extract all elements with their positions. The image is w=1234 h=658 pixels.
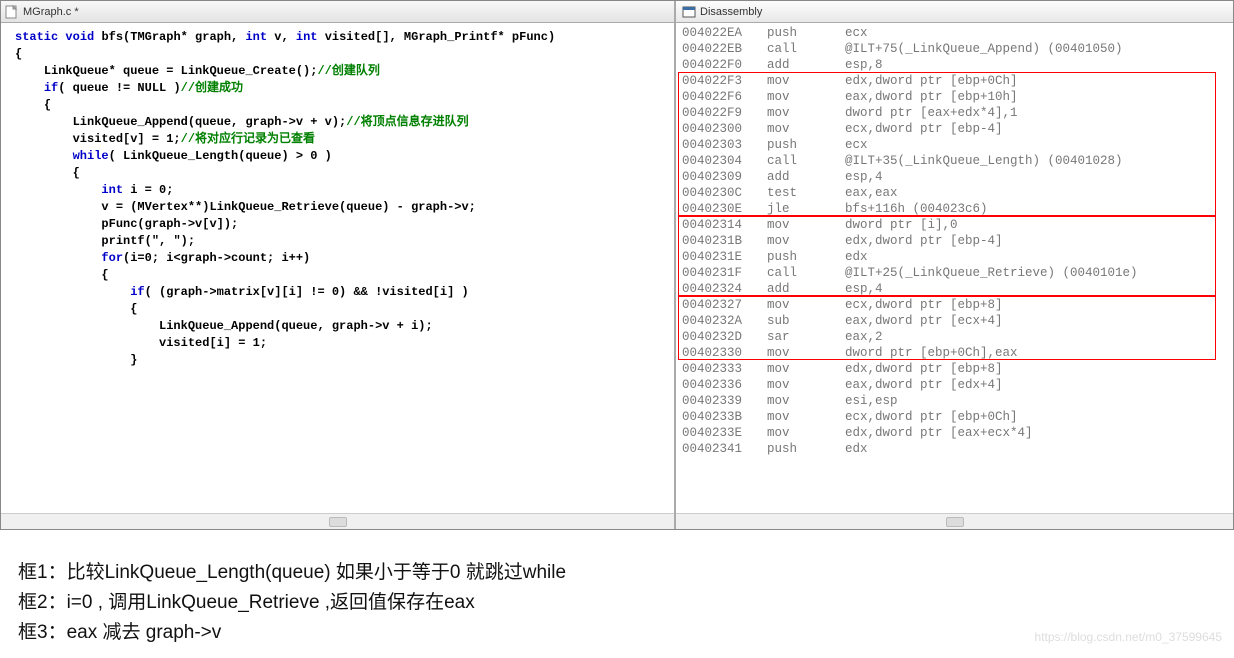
asm-row: 0040233Bmovecx,dword ptr [ebp+0Ch]	[682, 409, 1233, 425]
asm-row: 0040230Ctesteax,eax	[682, 185, 1233, 201]
asm-row: 00402341pushedx	[682, 441, 1233, 457]
ide-container: MGraph.c * static void bfs(TMGraph* grap…	[0, 0, 1234, 530]
disassembly-header[interactable]: Disassembly	[676, 1, 1233, 23]
code-line: if( queue != NULL )//创建成功	[15, 80, 674, 97]
asm-row: 0040232Asubeax,dword ptr [ecx+4]	[682, 313, 1233, 329]
asm-row: 004022EApushecx	[682, 25, 1233, 41]
code-line: {	[15, 267, 674, 284]
code-line: {	[15, 301, 674, 318]
code-line: {	[15, 165, 674, 182]
asm-row: 004022F6moveax,dword ptr [ebp+10h]	[682, 89, 1233, 105]
code-line: pFunc(graph->v[v]);	[15, 216, 674, 233]
disassembly-listing[interactable]: 004022EApushecx004022EBcall@ILT+75(_Link…	[676, 23, 1233, 513]
code-editor[interactable]: static void bfs(TMGraph* graph, int v, i…	[1, 23, 674, 513]
asm-row: 0040231Fcall@ILT+25(_LinkQueue_Retrieve)…	[682, 265, 1233, 281]
c-file-icon	[5, 5, 19, 19]
asm-row: 0040231Bmovedx,dword ptr [ebp-4]	[682, 233, 1233, 249]
asm-row: 0040233Emovedx,dword ptr [eax+ecx*4]	[682, 425, 1233, 441]
disassembly-pane: Disassembly 004022EApushecx004022EBcall@…	[676, 1, 1233, 529]
asm-row: 00402333movedx,dword ptr [ebp+8]	[682, 361, 1233, 377]
asm-row: 0040232Dsareax,2	[682, 329, 1233, 345]
disassembly-title: Disassembly	[700, 6, 762, 18]
asm-row: 00402300movecx,dword ptr [ebp-4]	[682, 121, 1233, 137]
disassembly-icon	[682, 5, 696, 19]
asm-row: 004022EBcall@ILT+75(_LinkQueue_Append) (…	[682, 41, 1233, 57]
code-line: visited[i] = 1;	[15, 335, 674, 352]
code-line: v = (MVertex**)LinkQueue_Retrieve(queue)…	[15, 199, 674, 216]
asm-row: 0040231Epushedx	[682, 249, 1233, 265]
annotation-notes: 框1：比较LinkQueue_Length(queue) 如果小于等于0 就跳过…	[0, 530, 1234, 658]
asm-row: 0040230Ejlebfs+116h (004023c6)	[682, 201, 1233, 217]
source-scrollbar[interactable]	[1, 513, 674, 529]
code-line: }	[15, 352, 674, 369]
asm-row: 004022F3movedx,dword ptr [ebp+0Ch]	[682, 73, 1233, 89]
code-line: if( (graph->matrix[v][i] != 0) && !visit…	[15, 284, 674, 301]
code-line: LinkQueue_Append(queue, graph->v + i);	[15, 318, 674, 335]
code-line: int i = 0;	[15, 182, 674, 199]
asm-row: 00402330movdword ptr [ebp+0Ch],eax	[682, 345, 1233, 361]
asm-row: 00402314movdword ptr [i],0	[682, 217, 1233, 233]
asm-row: 00402304call@ILT+35(_LinkQueue_Length) (…	[682, 153, 1233, 169]
code-line: {	[15, 46, 674, 63]
asm-row: 00402327movecx,dword ptr [ebp+8]	[682, 297, 1233, 313]
asm-row: 004022F0addesp,8	[682, 57, 1233, 73]
code-line: LinkQueue_Append(queue, graph->v + v);//…	[15, 114, 674, 131]
asm-row: 00402339movesi,esp	[682, 393, 1233, 409]
source-tab[interactable]: MGraph.c *	[1, 1, 674, 23]
code-line: LinkQueue* queue = LinkQueue_Create();//…	[15, 63, 674, 80]
asm-row: 004022F9movdword ptr [eax+edx*4],1	[682, 105, 1233, 121]
note-line-1: 框1：比较LinkQueue_Length(queue) 如果小于等于0 就跳过…	[18, 558, 1216, 588]
asm-row: 00402324addesp,4	[682, 281, 1233, 297]
code-line: for(i=0; i<graph->count; i++)	[15, 250, 674, 267]
code-line: visited[v] = 1;//将对应行记录为已查看	[15, 131, 674, 148]
source-tab-title: MGraph.c *	[23, 6, 79, 18]
code-line: {	[15, 97, 674, 114]
code-line: static void bfs(TMGraph* graph, int v, i…	[15, 29, 674, 46]
asm-row: 00402303pushecx	[682, 137, 1233, 153]
note-line-2: 框2：i=0 , 调用LinkQueue_Retrieve ,返回值保存在eax	[18, 588, 1216, 618]
asm-row: 00402336moveax,dword ptr [edx+4]	[682, 377, 1233, 393]
disasm-scrollbar[interactable]	[676, 513, 1233, 529]
asm-row: 00402309addesp,4	[682, 169, 1233, 185]
watermark: https://blog.csdn.net/m0_37599645	[1035, 622, 1222, 652]
source-pane: MGraph.c * static void bfs(TMGraph* grap…	[1, 1, 676, 529]
code-line: while( LinkQueue_Length(queue) > 0 )	[15, 148, 674, 165]
code-line: printf(", ");	[15, 233, 674, 250]
